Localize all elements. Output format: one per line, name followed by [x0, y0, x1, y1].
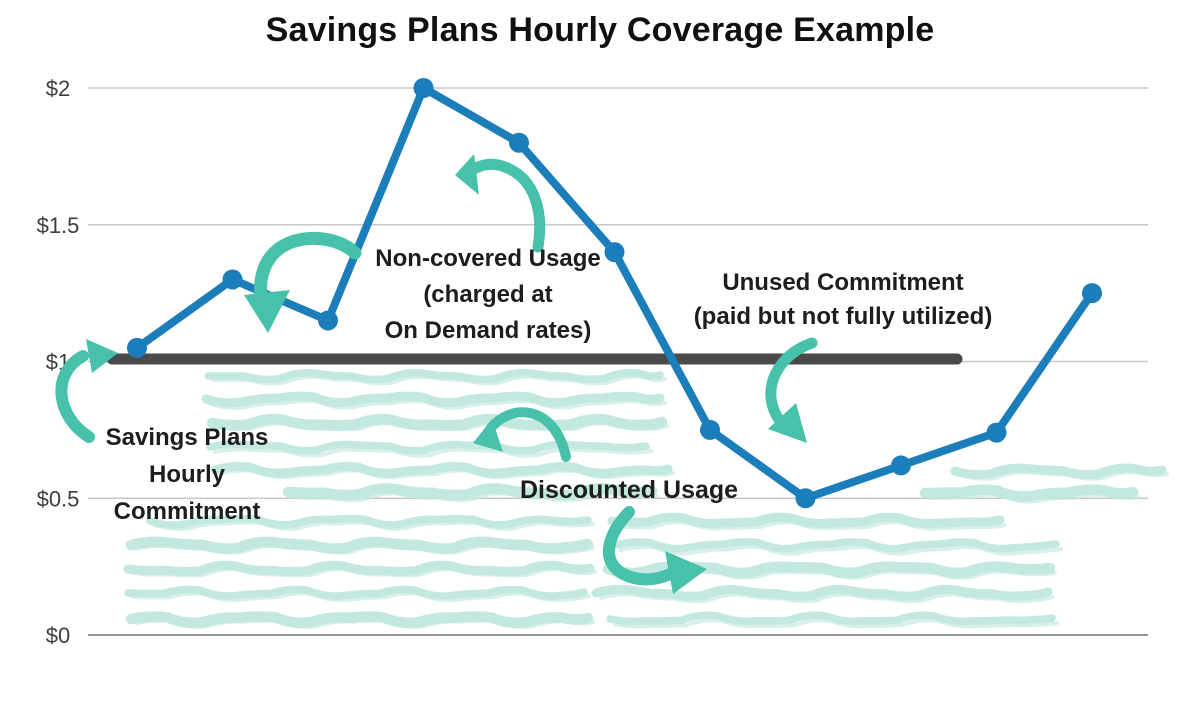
curved-arrow-noncovered-right-icon: [455, 154, 546, 253]
annotation-line: Savings Plans: [105, 424, 269, 451]
usage-data-point: [986, 422, 1007, 443]
usage-data-point: [413, 78, 434, 98]
annotation-arrows: [55, 154, 818, 594]
usage-data-point: [891, 455, 911, 476]
usage-data-point: [700, 419, 720, 440]
usage-data-point: [222, 269, 243, 290]
curved-arrow-discounted-left-icon: [473, 407, 571, 462]
annotation-line: (charged at: [423, 281, 553, 308]
annotation-line: On Demand rates): [384, 317, 592, 344]
annotation-line: Unused Commitment: [722, 269, 964, 296]
y-axis-tick-labels: $0$0.5$1$1.5$2: [37, 76, 80, 648]
y-tick-label: $2: [46, 76, 70, 101]
discounted-usage-highlight: [123, 368, 1169, 629]
usage-data-point: [604, 242, 625, 263]
annotation-discounted-usage: Discounted Usage: [520, 472, 738, 508]
usage-data-point: [509, 132, 529, 153]
annotation-savings-plans-commitment: Savings Plans Hourly Commitment: [106, 419, 269, 530]
annotation-line: (paid but not fully utilized): [693, 303, 993, 330]
usage-data-point: [1082, 283, 1102, 304]
usage-line-series: [127, 78, 1102, 509]
usage-data-point: [127, 337, 147, 358]
annotation-line: Hourly: [148, 461, 225, 488]
curved-arrow-noncovered-left-icon: [244, 231, 362, 333]
annotation-line: Non-covered Usage: [375, 245, 601, 272]
annotation-line: Discounted Usage: [519, 476, 739, 504]
usage-data-point: [795, 488, 816, 509]
curved-arrow-commitment-icon: [55, 339, 118, 443]
y-tick-label: $1.5: [37, 213, 80, 238]
annotation-non-covered-usage: Non-covered Usage (charged at On Demand …: [375, 241, 600, 349]
curved-arrow-discounted-lower-icon: [603, 506, 707, 594]
curved-arrow-unused-icon: [765, 337, 818, 443]
y-tick-label: $0.5: [37, 486, 80, 511]
usage-data-point: [318, 310, 338, 331]
chart-title: Savings Plans Hourly Coverage Example: [265, 11, 935, 49]
annotation-line: Commitment: [113, 498, 261, 525]
annotation-unused-commitment: Unused Commitment (paid but not fully ut…: [694, 266, 993, 334]
y-tick-label: $0: [46, 623, 70, 648]
